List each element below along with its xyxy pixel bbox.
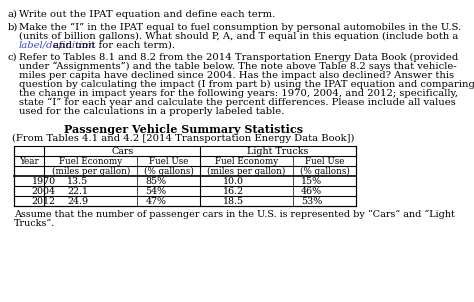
Text: 10.0: 10.0 [223,176,244,185]
Text: c): c) [8,53,18,62]
Text: 15%: 15% [301,176,322,185]
Text: 85%: 85% [145,176,166,185]
Text: 54%: 54% [145,187,166,195]
Text: label/definition: label/definition [18,41,95,50]
Bar [14,146,356,206]
Text: 46%: 46% [301,187,322,195]
Text: 2012: 2012 [31,197,55,205]
Text: Fuel Economy: Fuel Economy [59,156,122,165]
Text: 47%: 47% [146,197,166,205]
Text: 16.2: 16.2 [223,187,244,195]
Text: 22.1: 22.1 [67,187,89,195]
Text: (units of billion gallons). What should P, A, and T equal in this equation (incl: (units of billion gallons). What should … [18,32,458,41]
Text: Passenger Vehicle Summary Statistics: Passenger Vehicle Summary Statistics [64,124,303,135]
Text: (% gallons): (% gallons) [300,166,349,175]
Text: Cars: Cars [111,146,134,156]
Text: Light Trucks: Light Trucks [247,146,309,156]
Text: state “I” for each year and calculate the percent differences. Please include al: state “I” for each year and calculate th… [18,98,456,107]
Text: Refer to Tables 8.1 and 8.2 from the 2014 Transportation Energy Data Book (provi: Refer to Tables 8.1 and 8.2 from the 201… [18,53,458,62]
Text: a): a) [8,10,18,19]
Text: Make the “I” in the IPAT equal to fuel consumption by personal automobiles in th: Make the “I” in the IPAT equal to fuel c… [18,23,461,32]
Text: Fuel Use: Fuel Use [305,156,344,165]
Text: used for the calculations in a properly labeled table.: used for the calculations in a properly … [18,107,284,116]
Text: 53%: 53% [301,197,322,205]
Text: under “Assignments”) and the table below. The note above Table 8.2 says that veh: under “Assignments”) and the table below… [18,62,456,71]
Text: (From Tables 4.1 and 4.2 [2014 Transportation Energy Data Book]): (From Tables 4.1 and 4.2 [2014 Transport… [12,134,355,143]
Text: 13.5: 13.5 [67,176,89,185]
Text: Fuel Use: Fuel Use [149,156,188,165]
Text: Trucks”.: Trucks”. [14,219,55,228]
Text: b): b) [8,23,18,32]
Text: and unit for each term).: and unit for each term). [50,41,175,50]
Text: Write out the IPAT equation and define each term.: Write out the IPAT equation and define e… [18,10,275,19]
Text: 18.5: 18.5 [223,197,244,205]
Text: the change in impact years for the following years: 1970, 2004, and 2012; specif: the change in impact years for the follo… [18,89,457,98]
Text: Fuel Economy: Fuel Economy [215,156,278,165]
Text: (miles per gallon): (miles per gallon) [52,166,130,175]
Text: question by calculating the impact (I from part b) using the IPAT equation and c: question by calculating the impact (I fr… [18,80,474,89]
Text: miles per capita have declined since 2004. Has the impact also declined? Answer : miles per capita have declined since 200… [18,71,454,80]
Text: Year: Year [19,156,39,165]
Text: (miles per gallon): (miles per gallon) [207,166,286,175]
Text: Assume that the number of passenger cars in the U.S. is represented by “Cars” an: Assume that the number of passenger cars… [14,210,455,219]
Text: 1970: 1970 [31,176,55,185]
Text: (% gallons): (% gallons) [144,166,193,175]
Text: 2004: 2004 [31,187,55,195]
Text: 24.9: 24.9 [67,197,89,205]
